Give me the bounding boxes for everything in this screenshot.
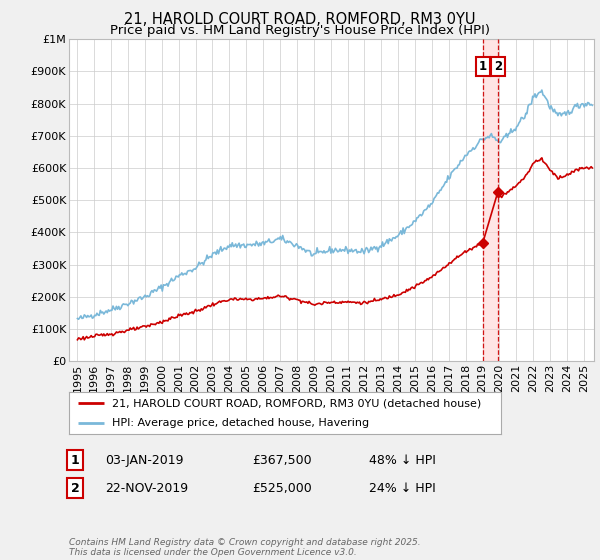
Text: Contains HM Land Registry data © Crown copyright and database right 2025.
This d: Contains HM Land Registry data © Crown c…: [69, 538, 421, 557]
Text: 48% ↓ HPI: 48% ↓ HPI: [369, 454, 436, 467]
Text: 03-JAN-2019: 03-JAN-2019: [105, 454, 184, 467]
Text: 21, HAROLD COURT ROAD, ROMFORD, RM3 0YU (detached house): 21, HAROLD COURT ROAD, ROMFORD, RM3 0YU …: [112, 398, 481, 408]
Text: HPI: Average price, detached house, Havering: HPI: Average price, detached house, Have…: [112, 418, 370, 428]
Text: 2: 2: [494, 60, 502, 73]
Text: £525,000: £525,000: [252, 482, 312, 495]
Text: 24% ↓ HPI: 24% ↓ HPI: [369, 482, 436, 495]
Text: 2: 2: [71, 482, 79, 495]
Text: 21, HAROLD COURT ROAD, ROMFORD, RM3 0YU: 21, HAROLD COURT ROAD, ROMFORD, RM3 0YU: [124, 12, 476, 27]
Bar: [483, 39, 498, 361]
Text: 1: 1: [479, 60, 487, 73]
Text: £367,500: £367,500: [252, 454, 311, 467]
Text: Price paid vs. HM Land Registry's House Price Index (HPI): Price paid vs. HM Land Registry's House …: [110, 24, 490, 36]
Text: 1: 1: [71, 454, 79, 467]
Text: 22-NOV-2019: 22-NOV-2019: [105, 482, 188, 495]
